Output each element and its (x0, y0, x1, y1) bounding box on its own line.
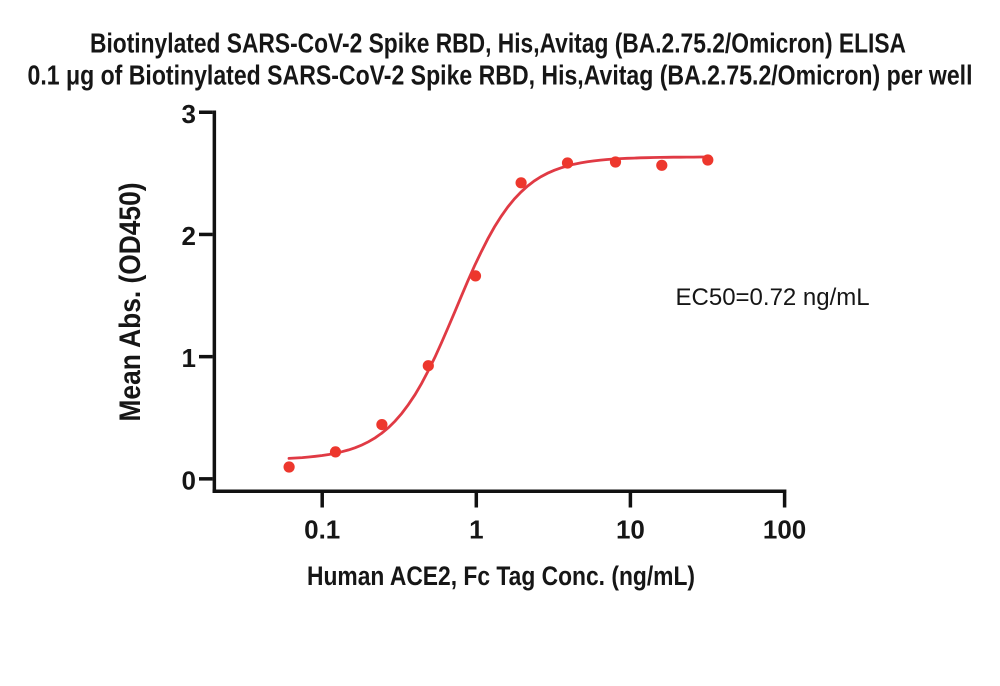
svg-text:0.1 μg of Biotinylated SARS-Co: 0.1 μg of Biotinylated SARS-CoV-2 Spike … (28, 59, 973, 90)
svg-text:EC50=0.72 ng/mL: EC50=0.72 ng/mL (676, 284, 870, 311)
svg-text:3: 3 (182, 99, 196, 129)
svg-text:10: 10 (616, 514, 645, 544)
svg-text:0: 0 (182, 465, 196, 495)
svg-text:0.1: 0.1 (304, 514, 340, 544)
svg-text:Biotinylated SARS-CoV-2 Spike: Biotinylated SARS-CoV-2 Spike RBD, His,A… (90, 28, 906, 59)
svg-text:1: 1 (182, 343, 196, 373)
svg-text:100: 100 (763, 514, 806, 544)
svg-text:Mean Abs. (OD450): Mean Abs. (OD450) (114, 183, 147, 422)
svg-text:2: 2 (182, 221, 196, 251)
svg-text:Human ACE2, Fc Tag Conc. (ng/m: Human ACE2, Fc Tag Conc. (ng/mL) (307, 561, 695, 591)
svg-text:1: 1 (469, 514, 483, 544)
